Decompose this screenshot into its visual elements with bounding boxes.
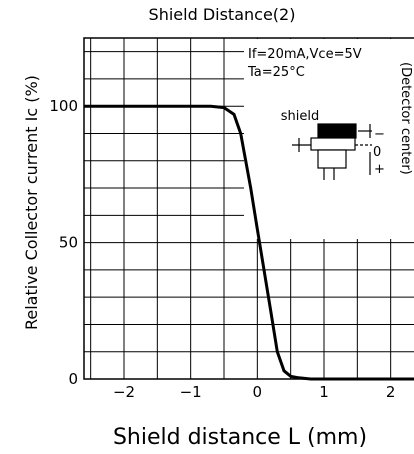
y-tick-label: 50: [59, 234, 78, 252]
x-tick-label: −1: [180, 383, 202, 401]
detector-center-label: (Detector center): [398, 62, 413, 175]
direction-zero: 0: [373, 145, 381, 160]
direction-minus: −: [374, 127, 385, 142]
series-line: [84, 104, 414, 381]
condition-text-2: Ta=25°C: [247, 65, 305, 80]
direction-plus: +: [374, 162, 385, 177]
chart-title: Shield Distance(2): [149, 5, 296, 24]
y-tick-labels: 0 50 100: [49, 97, 78, 388]
x-tick-label: 0: [253, 383, 263, 401]
x-axis-label: Shield distance L (mm): [113, 425, 367, 450]
x-tick-label: 2: [386, 383, 396, 401]
x-tick-label: −2: [113, 383, 135, 401]
detector-sketch-icon: [292, 123, 372, 180]
y-tick-label: 0: [68, 370, 78, 388]
y-tick-label: 100: [49, 97, 78, 115]
x-tick-labels: −2 −1 0 1 2: [113, 383, 396, 401]
y-axis-label: Relative Collector current Ic (%): [22, 75, 41, 330]
condition-text-1: If=20mA,Vce=5V: [248, 47, 362, 62]
x-tick-label: 1: [319, 383, 329, 401]
shield-label: shield: [281, 109, 320, 124]
plot-frame: [83, 37, 414, 380]
